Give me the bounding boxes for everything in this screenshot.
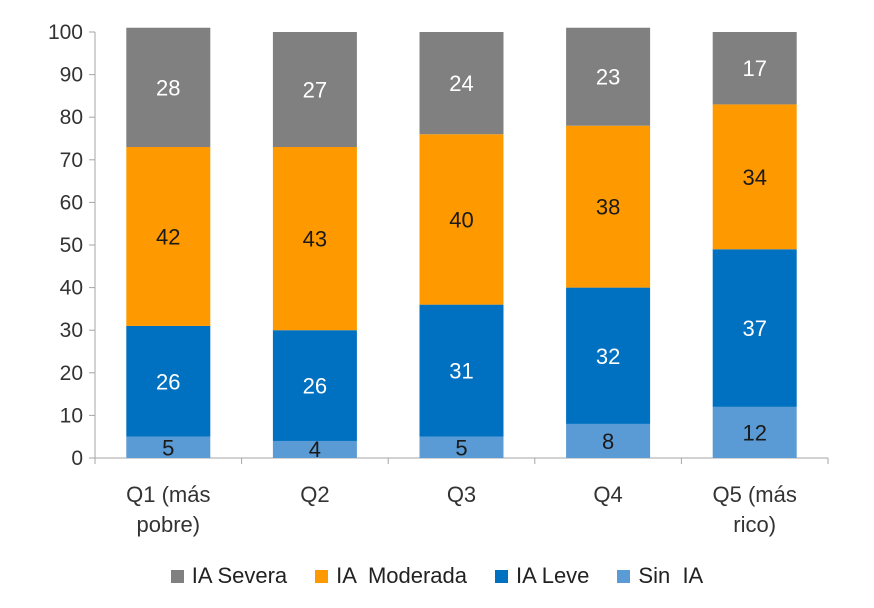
bar-segment (126, 436, 211, 458)
y-tick-label: 40 (60, 277, 83, 300)
legend-swatch (315, 569, 329, 583)
y-tick-label: 20 (60, 362, 83, 385)
bar-segment (419, 304, 504, 437)
x-tick-label: rico) (733, 512, 776, 537)
chart-legend: IA Severa IA Moderada IA Leve Sin IA (0, 558, 874, 594)
legend-label: Sin IA (638, 563, 704, 588)
legend-swatch (617, 569, 631, 583)
y-tick-label: 90 (60, 64, 83, 87)
bar-segment (712, 406, 797, 458)
y-tick-label: 10 (60, 404, 83, 427)
x-tick-label: Q1 (más (126, 482, 210, 507)
bar-segment (126, 147, 211, 326)
data-label: 43 (303, 227, 327, 252)
data-label: 34 (742, 165, 766, 190)
data-label: 5 (162, 435, 174, 460)
data-label: 37 (742, 316, 766, 341)
chart-svg: 0 10 20 30 40 50 60 70 80 90 100 5 26 42 28 Q1 (más pobr… (48, 21, 829, 537)
bar-segment (419, 436, 504, 458)
data-label: 26 (156, 369, 180, 394)
bar-segment (712, 32, 797, 105)
y-tick-label: 60 (60, 191, 83, 214)
legend-item: IA Severa (170, 563, 288, 589)
bar-segment (272, 32, 357, 148)
bar-segment (419, 32, 504, 135)
bar-segment (712, 104, 797, 250)
data-label: 26 (303, 374, 327, 399)
data-label: 31 (449, 359, 473, 384)
legend-label: IA Moderada (336, 563, 468, 588)
y-tick-label: 70 (60, 149, 83, 172)
data-label: 28 (156, 75, 180, 100)
data-label: 4 (309, 437, 321, 462)
bar-segment (126, 27, 211, 148)
x-tick-label: Q4 (593, 482, 622, 507)
bar-segment (566, 287, 651, 424)
legend-item: IA Moderada (315, 563, 467, 589)
legend-label: IA Severa (191, 563, 288, 588)
bar-segment (419, 134, 504, 305)
bar-segment (272, 440, 357, 458)
data-label: 38 (596, 195, 620, 220)
legend-item: Sin IA (617, 563, 703, 589)
x-tick-label: Q2 (300, 482, 329, 507)
legend-item: IA Leve (495, 563, 589, 589)
data-label: 27 (303, 78, 327, 103)
data-label: 8 (602, 429, 614, 454)
x-tick-label: Q5 (más (713, 482, 797, 507)
data-label: 23 (596, 65, 620, 90)
bar-segment (712, 249, 797, 407)
x-tick-label: Q3 (447, 482, 476, 507)
data-label: 42 (156, 224, 180, 249)
bar-segment (566, 423, 651, 458)
y-tick-label: 0 (71, 447, 83, 470)
y-tick-label: 30 (60, 319, 83, 342)
data-label: 12 (742, 420, 766, 445)
data-label: 32 (596, 344, 620, 369)
data-label: 40 (449, 207, 473, 232)
y-tick-label: 50 (60, 234, 83, 257)
legend-swatch (495, 569, 509, 583)
legend-label: IA Leve (516, 563, 590, 588)
y-tick-label: 100 (48, 21, 83, 44)
y-tick-label: 80 (60, 106, 83, 129)
bar-segment (272, 330, 357, 441)
bar-segment (126, 325, 211, 437)
legend-swatch (170, 569, 184, 583)
bar-segment (566, 27, 651, 126)
data-label: 17 (742, 56, 766, 81)
bar-segment (272, 147, 357, 331)
x-tick-label: pobre) (137, 512, 201, 537)
bar-segment (566, 125, 651, 288)
data-label: 24 (449, 71, 473, 96)
data-label: 5 (455, 435, 467, 460)
